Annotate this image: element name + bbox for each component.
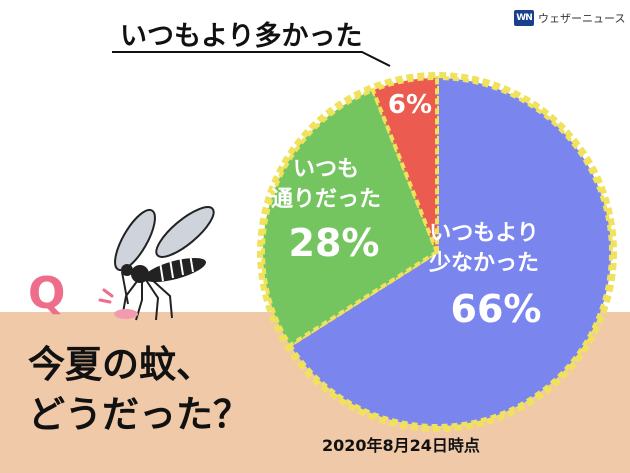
- question-line-2: どうだった？: [28, 393, 250, 436]
- skin-bump: [114, 309, 138, 319]
- mosquito-abdomen: [144, 253, 206, 283]
- slice-same-label-line-1: いつも: [293, 157, 359, 182]
- mosquito-head: [121, 264, 133, 276]
- question-marker: Q: [28, 268, 66, 319]
- mosquito-illustration: [98, 206, 215, 321]
- slice-more-percent: 6%: [388, 90, 432, 120]
- slice-less-label-line-1: いつもより: [429, 221, 539, 246]
- callout-label-more: いつもより多かった: [120, 21, 363, 52]
- brand-name: ウェザーニュース: [538, 12, 626, 25]
- mosquito-wing-left: [114, 208, 156, 272]
- callout-leader-line: [112, 51, 391, 67]
- question-line-1: 今夏の蚊、: [28, 343, 213, 386]
- mosquito-body: [131, 265, 149, 283]
- slice-same-percent: 28%: [289, 221, 380, 265]
- slice-same: [261, 87, 440, 348]
- mosquito-proboscis: [121, 271, 129, 305]
- slice-more: [370, 75, 439, 253]
- pie-chart: [261, 75, 613, 428]
- pie-dotted-border: [257, 72, 617, 432]
- date-note: 2020年8月24日時点: [322, 436, 480, 455]
- mosquito-wing-right: [155, 206, 215, 258]
- slice-same-label-line-2: 通りだった: [271, 187, 381, 212]
- slice-less-label-line-2: 少なかった: [428, 251, 539, 276]
- brand-mark: WN ウェザーニュース: [514, 10, 625, 26]
- question-title: 今夏の蚊、 どうだった？: [28, 340, 328, 440]
- splash-marks: [98, 288, 114, 304]
- weathernews-logo-icon: WN: [514, 10, 534, 26]
- slice-less-percent: 66%: [451, 287, 542, 331]
